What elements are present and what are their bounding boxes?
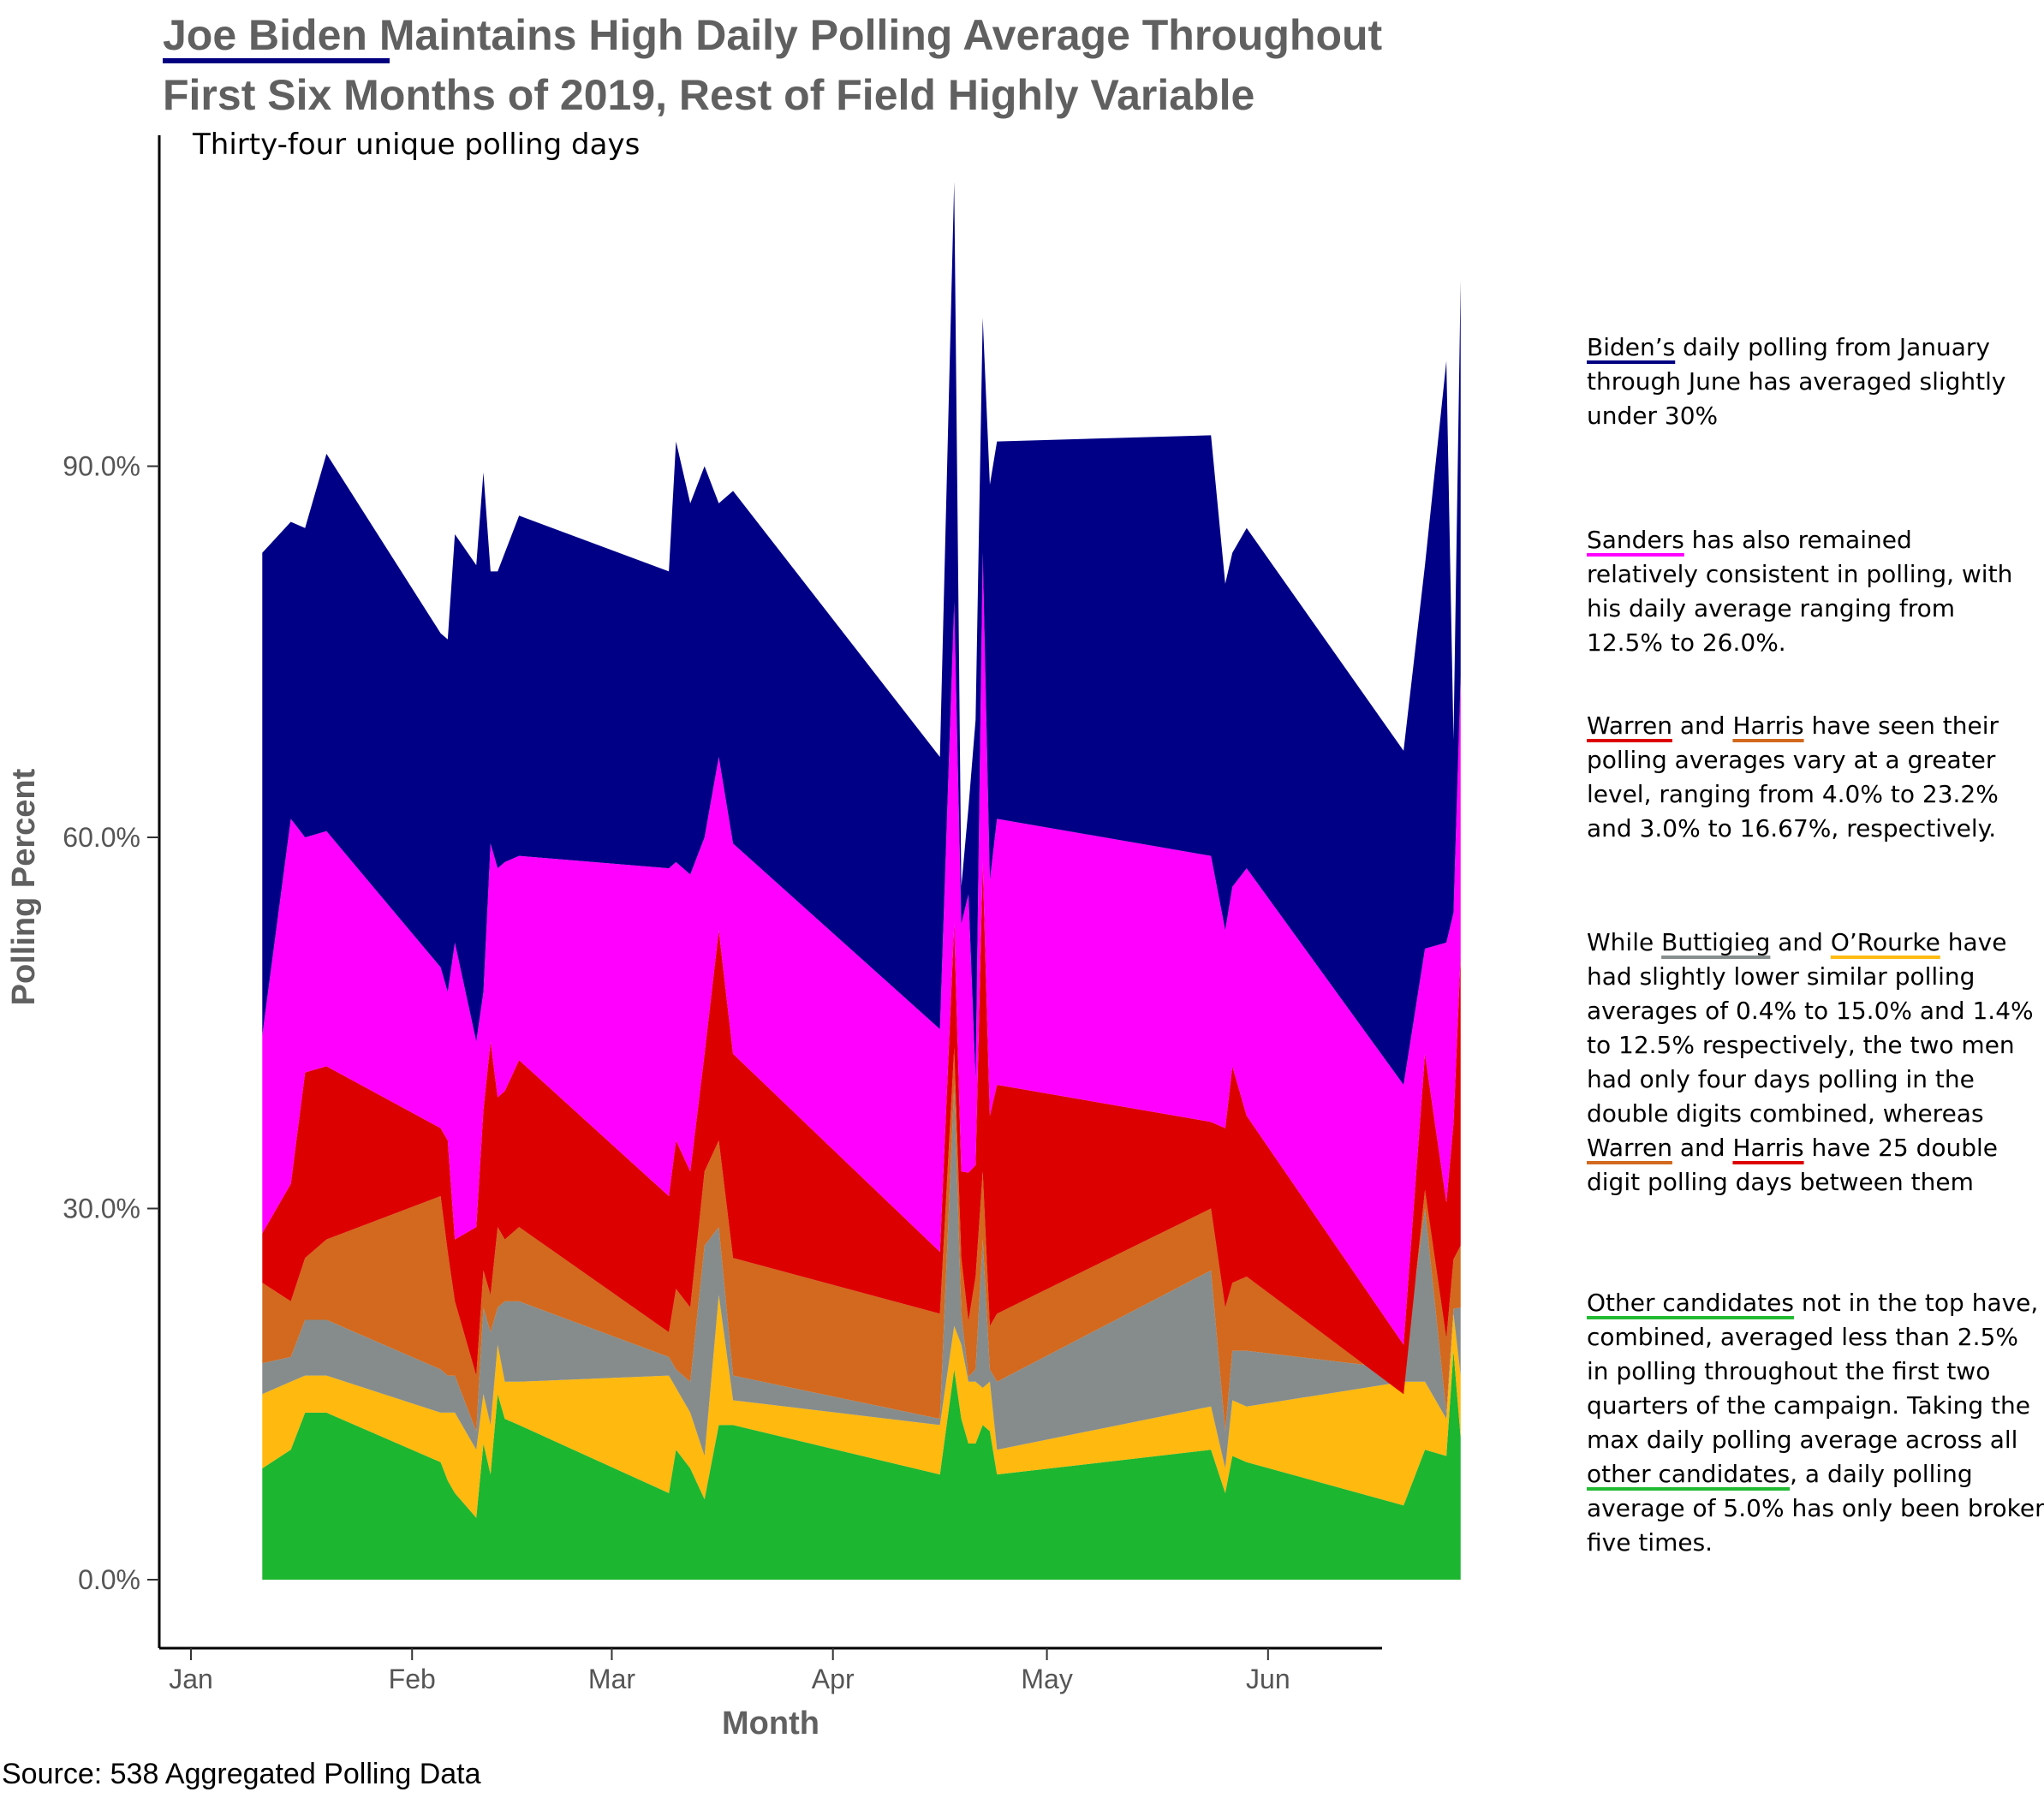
annotation-line: other candidates, a daily polling — [1587, 1460, 1973, 1488]
annotation-5: Other candidates not in the top have, com… — [1587, 1289, 2044, 1557]
annotation-line: average of 5.0% has only been broken — [1587, 1494, 2044, 1522]
title-highlight: Joe Biden — [163, 11, 367, 59]
y-tick-label: 60.0% — [63, 822, 140, 853]
x-tick-label: Feb — [389, 1664, 436, 1694]
annotation-line: to 12.5% respectively, the two men — [1587, 1031, 2015, 1059]
y-axis-title: Polling Percent — [6, 768, 42, 1005]
annotation-4: While Buttigieg and O’Rourke have had sli… — [1587, 928, 2034, 1196]
annotation-line: relatively consistent in polling, with — [1587, 560, 2012, 588]
x-axis-ticks: Jan Feb Mar Apr May Jun — [169, 1648, 1290, 1694]
y-axis-ticks: 0.0% 30.0% 60.0% 90.0% — [63, 451, 159, 1595]
title-line1-rest: Maintains High Daily Polling Average Thr… — [367, 11, 1383, 59]
chart-title-line2: First Six Months of 2019, Rest of Field … — [163, 71, 1254, 119]
area-series-group — [262, 182, 1461, 1580]
y-tick-label: 30.0% — [63, 1194, 140, 1224]
chart-subtitle: Thirty-four unique polling days — [192, 128, 640, 162]
x-tick-label: Apr — [812, 1664, 855, 1694]
annotation-line: his daily average ranging from — [1587, 594, 1955, 622]
area-series-5 — [262, 861, 1461, 1395]
annotation-line: had slightly lower similar polling — [1587, 962, 1975, 991]
annotation-line: Sanders has also remained — [1587, 526, 1912, 554]
x-tick-label: Mar — [588, 1664, 635, 1694]
annotation-line: Other candidates not in the top have, — [1587, 1289, 2038, 1317]
annotation-line: 12.5% to 26.0%. — [1587, 628, 1786, 657]
annotation-line: double digits combined, whereas — [1587, 1099, 1984, 1128]
annotation-line: Warren and Harris have seen their — [1587, 711, 1999, 740]
annotation-2: Sanders has also remained relatively cons… — [1587, 526, 2012, 657]
x-tick-label: Jan — [169, 1664, 213, 1694]
annotation-line: had only four days polling in the — [1587, 1065, 1975, 1093]
annotation-line: through June has averaged slightly — [1587, 367, 2005, 396]
annotation-line: under 30% — [1587, 402, 1718, 430]
annotation-line: in polling throughout the first two — [1587, 1357, 1990, 1385]
annotations: Biden’s daily polling from January throu… — [1587, 333, 2044, 1557]
annotation-line: polling averages vary at a greater — [1587, 746, 1996, 774]
area-series-3 — [262, 1085, 1461, 1468]
annotation-line: five times. — [1587, 1528, 1713, 1557]
x-tick-label: Jun — [1246, 1664, 1290, 1694]
chart-title-line1: Joe Biden Maintains High Daily Polling A… — [163, 11, 1383, 59]
annotation-1: Biden’s daily polling from January throu… — [1587, 333, 2005, 430]
area-series-4 — [262, 1047, 1461, 1432]
annotation-line: level, ranging from 4.0% to 23.2% — [1587, 780, 1999, 808]
x-axis-title: Month — [722, 1706, 819, 1741]
x-tick-label: May — [1021, 1664, 1072, 1694]
annotation-line: Warren and Harris have 25 double — [1587, 1134, 1998, 1162]
source-note: Source: 538 Aggregated Polling Data — [2, 1758, 481, 1790]
annotation-3: Warren and Harris have seen their polling… — [1587, 711, 1999, 842]
annotation-line: Biden’s daily polling from January — [1587, 333, 1990, 361]
area-series-6 — [262, 552, 1461, 1345]
annotation-line: and 3.0% to 16.67%, respectively. — [1587, 814, 1996, 842]
area-series-2 — [262, 1295, 1461, 1518]
annotation-line: combined, averaged less than 2.5% — [1587, 1323, 2018, 1351]
annotation-line: digit polling days between them — [1587, 1168, 1974, 1196]
y-tick-label: 0.0% — [78, 1564, 140, 1595]
annotation-line: averages of 0.4% to 15.0% and 1.4% — [1587, 997, 2034, 1025]
area-series-1 — [262, 1350, 1461, 1580]
area-series-7 — [262, 182, 1461, 1085]
annotation-line: quarters of the campaign. Taking the — [1587, 1391, 2030, 1420]
annotation-line: While Buttigieg and O’Rourke have — [1587, 928, 2006, 956]
y-tick-label: 90.0% — [63, 451, 140, 482]
annotation-line: max daily polling average across all — [1587, 1426, 2017, 1454]
